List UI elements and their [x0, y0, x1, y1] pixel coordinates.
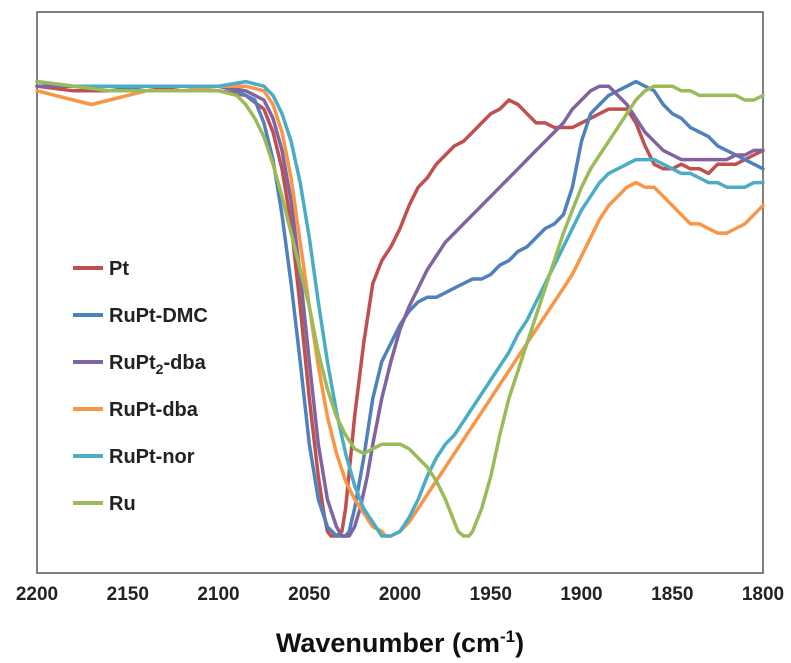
x-axis-title-suffix: ) [515, 628, 524, 658]
x-axis-title-main: Wavenumber (cm [276, 628, 500, 658]
legend-label-5: Ru [109, 493, 136, 515]
series-line-ru [35, 79, 765, 538]
x-axis-title: Wavenumber (cm-1) [276, 627, 524, 658]
legend-label-2: RuPt2-dba [109, 352, 207, 377]
plot-area-frame [36, 11, 764, 574]
x-tick-label-2100: 2100 [197, 584, 239, 605]
x-tick-label-1850: 1850 [651, 584, 693, 605]
series-line-rupt-dmc [35, 79, 765, 538]
x-tick-label-1800: 1800 [742, 584, 784, 605]
series-line-rupt-dba [35, 84, 765, 538]
x-tick-label-2200: 2200 [16, 584, 58, 605]
legend-label-1: RuPt-DMC [109, 305, 208, 327]
x-tick-label-1900: 1900 [560, 584, 602, 605]
series-line-rupt-nor [35, 79, 765, 538]
legend-label-4: RuPt-nor [109, 446, 195, 468]
series-layer [35, 79, 765, 538]
x-tick-label-1950: 1950 [470, 584, 512, 605]
x-tick-label-2050: 2050 [288, 584, 330, 605]
legend: Pt RuPt-DMC RuPt2-dba RuPt-dba RuPt-nor Ru [73, 258, 208, 515]
x-axis-title-superscript: -1 [500, 627, 515, 646]
series-line-pt [35, 84, 765, 538]
legend-label-3: RuPt-dba [109, 399, 199, 421]
x-tick-labels: 2200 2150 2100 2050 2000 1950 1900 1850 1800 [16, 584, 784, 605]
x-tick-label-2150: 2150 [107, 584, 149, 605]
x-tick-label-2000: 2000 [379, 584, 421, 605]
legend-label-0: Pt [109, 258, 129, 280]
